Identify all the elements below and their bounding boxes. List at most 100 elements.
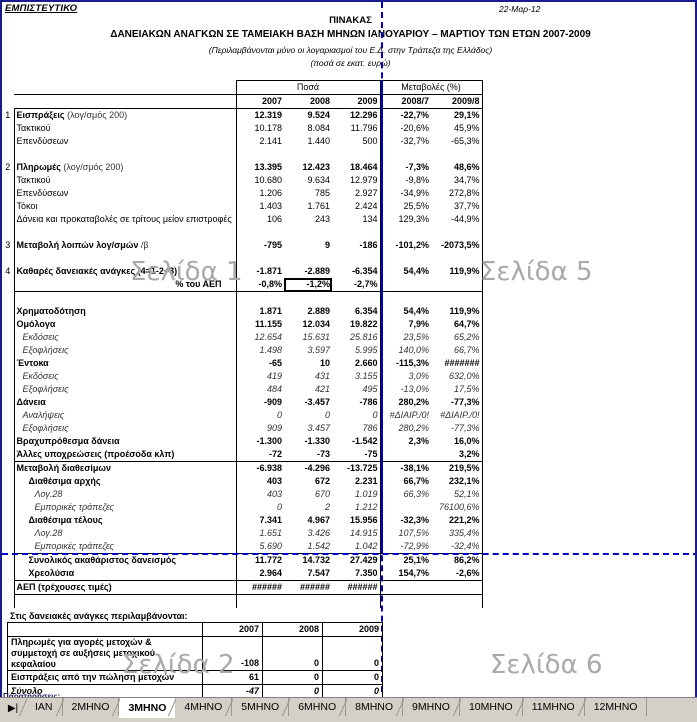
data-cell[interactable]: 14.732 [284, 553, 332, 567]
data-cell[interactable]: 15.956 [332, 514, 381, 527]
table-row[interactable]: Δάνεια και προκαταβολές σε τρίτους μείον… [2, 213, 483, 226]
table-row[interactable]: 1 Εισπράξεις (λογ/σμός 200) 12.319 9.524 12.… [2, 108, 483, 122]
data-cell[interactable]: -115,3% [396, 358, 430, 368]
data-cell[interactable] [284, 226, 332, 239]
data-cell[interactable]: -795 [235, 239, 284, 252]
main-data-table[interactable]: Ποσά Μεταβολές (%) 2007 2008 2009 2008/7 2009/… [2, 80, 483, 608]
data-cell[interactable]: -3.457 [304, 397, 330, 407]
table-row[interactable]: Άλλες υποχρεώσεις (προέσοδα κλπ) -72 -73 -7… [2, 448, 483, 462]
table-row[interactable]: Τακτικού 10.178 8.084 11.796 -20,6% 45,9% [2, 122, 483, 135]
data-cell[interactable]: -44,9% [431, 213, 483, 226]
data-cell[interactable] [235, 252, 284, 265]
data-cell[interactable]: 154,7% [398, 568, 430, 578]
data-cell[interactable]: 2.424 [332, 200, 381, 213]
data-cell[interactable]: 65,2% [431, 331, 483, 344]
data-cell[interactable]: 119,9% [431, 305, 483, 318]
note-data-cell[interactable]: 0 [262, 636, 323, 671]
table-row[interactable]: Τόκοι 1.403 1.761 2.424 25,5% 37,7% [2, 200, 483, 213]
data-cell[interactable]: 9 [324, 240, 330, 250]
data-cell[interactable]: 2.927 [332, 187, 381, 200]
data-cell[interactable]: 11.796 [332, 122, 381, 135]
data-cell[interactable]: 12.423 [302, 162, 330, 172]
data-cell[interactable]: 25,5% [403, 201, 430, 211]
data-cell[interactable]: ###### [332, 580, 381, 595]
data-cell[interactable]: 119,9% [431, 265, 483, 278]
table-row[interactable]: Επενδύσεων 1.206 785 2.927 -34,9% 272,8% [2, 187, 483, 200]
data-cell[interactable]: 16,0% [431, 435, 483, 448]
data-cell[interactable]: 12.654 [235, 331, 284, 344]
data-cell[interactable]: -32,4% [431, 540, 483, 554]
data-cell[interactable] [431, 252, 483, 265]
data-cell[interactable]: 14.915 [332, 527, 381, 540]
data-cell[interactable]: 500 [332, 135, 381, 148]
sheet-tab-3ΜΗΝΟ[interactable]: 3ΜΗΝΟ [112, 698, 176, 718]
data-cell[interactable]: 7,9% [408, 319, 430, 329]
data-cell[interactable]: 54,4% [403, 306, 430, 316]
data-cell[interactable]: 1.042 [332, 540, 381, 554]
data-cell[interactable] [431, 291, 483, 305]
data-cell[interactable]: 3,0% [408, 371, 430, 381]
data-cell[interactable]: 786 [332, 422, 381, 435]
table-row[interactable]: Βραχυπρόθεσμα δάνεια -1.300 -1.330 -1.542 2,… [2, 435, 483, 448]
data-cell[interactable]: -786 [332, 396, 381, 409]
data-cell[interactable]: 66,3% [403, 489, 430, 499]
data-cell[interactable]: 140,0% [398, 345, 430, 355]
sheet-tab-9ΜΗΝΟ[interactable]: 9ΜΗΝΟ [396, 698, 460, 716]
note-data-cell[interactable]: 0 [322, 636, 383, 671]
note-table[interactable]: 2007 2008 2009 Πληρωμές για αγορές μετοχών … [7, 622, 383, 699]
data-cell[interactable]: 0 [332, 409, 381, 422]
data-cell[interactable]: -65 [235, 357, 284, 370]
data-cell[interactable]: 5.995 [332, 344, 381, 357]
data-cell[interactable]: 484 [235, 383, 284, 396]
data-cell[interactable] [380, 278, 431, 292]
data-cell[interactable]: 3,2% [431, 448, 483, 462]
table-row[interactable]: % του ΑΕΠ -0,8% -1,2% -2,7% [2, 278, 483, 292]
data-cell[interactable] [284, 148, 332, 161]
data-cell[interactable]: 129,3% [398, 214, 430, 224]
data-cell[interactable]: ###### [284, 580, 332, 595]
data-cell[interactable]: 10.178 [235, 122, 284, 135]
data-cell[interactable] [332, 291, 381, 305]
data-cell[interactable]: 785 [314, 188, 330, 198]
data-cell[interactable]: 2.660 [332, 357, 381, 370]
table-row[interactable]: Έντοκα -65 10 2.660 -115,3% ####### [2, 357, 483, 370]
data-cell[interactable]: 0 [235, 501, 284, 514]
data-cell[interactable]: 403 [235, 488, 284, 501]
data-cell[interactable] [235, 291, 284, 305]
data-cell[interactable]: 2.141 [235, 135, 284, 148]
sheet-tab-bar[interactable]: ▶| ΙΑΝ 2ΜΗΝΟ 3ΜΗΝΟ 4ΜΗΝΟ 5ΜΗΝΟ 6ΜΗΝΟ 8ΜΗΝΟ 9ΜΗΝ… [0, 697, 697, 722]
table-row[interactable]: 4 Καθαρές δανειακές ανάγκες (4=1-2+3) -1.8… [2, 265, 483, 278]
data-cell[interactable]: 0 [324, 410, 330, 420]
data-cell[interactable]: 27.429 [332, 553, 381, 567]
data-cell[interactable]: -909 [235, 396, 284, 409]
data-cell[interactable]: -65,3% [431, 135, 483, 148]
data-cell[interactable]: 1.440 [307, 136, 330, 146]
data-cell[interactable]: 45,9% [431, 122, 483, 135]
data-cell[interactable]: 1.761 [307, 201, 330, 211]
data-cell[interactable]: 76100,6% [431, 501, 483, 514]
data-cell[interactable]: -6.354 [332, 265, 381, 278]
data-cell[interactable]: -1.330 [304, 436, 330, 446]
data-cell[interactable]: 11.155 [235, 318, 284, 331]
data-cell[interactable]: -9,8% [405, 175, 430, 185]
data-cell[interactable] [431, 148, 483, 161]
table-row[interactable]: ΑΕΠ (τρέχουσες τιμές) ###### ###### ###### [2, 580, 483, 595]
data-cell[interactable]: 280,2% [398, 423, 430, 433]
data-cell[interactable] [235, 226, 284, 239]
table-row[interactable]: Επενδύσεων 2.141 1.440 500 -32,7% -65,3% [2, 135, 483, 148]
data-cell[interactable]: 221,2% [431, 514, 483, 527]
data-cell[interactable]: 10.680 [235, 174, 284, 187]
data-cell[interactable] [431, 580, 483, 595]
data-cell[interactable]: 1.212 [332, 501, 381, 514]
sheet-tab-ΙΑΝ[interactable]: ΙΑΝ [19, 698, 63, 716]
table-row[interactable]: Δάνεια -909 -3.457 -786 280,2% -77,3% [2, 396, 483, 409]
data-cell[interactable]: 66,7% [431, 344, 483, 357]
table-row[interactable]: Ομόλογα 11.155 12.034 19.822 7,9% 64,7% [2, 318, 483, 331]
table-row[interactable] [2, 291, 483, 305]
data-cell[interactable] [380, 252, 431, 265]
data-cell[interactable]: 15.631 [302, 332, 330, 342]
data-cell[interactable]: 403 [235, 475, 284, 488]
data-cell[interactable] [284, 252, 332, 265]
note-row[interactable]: Πληρωμές για αγορές μετοχών & συμμετοχή … [7, 636, 383, 671]
data-cell[interactable]: -2,6% [431, 567, 483, 581]
